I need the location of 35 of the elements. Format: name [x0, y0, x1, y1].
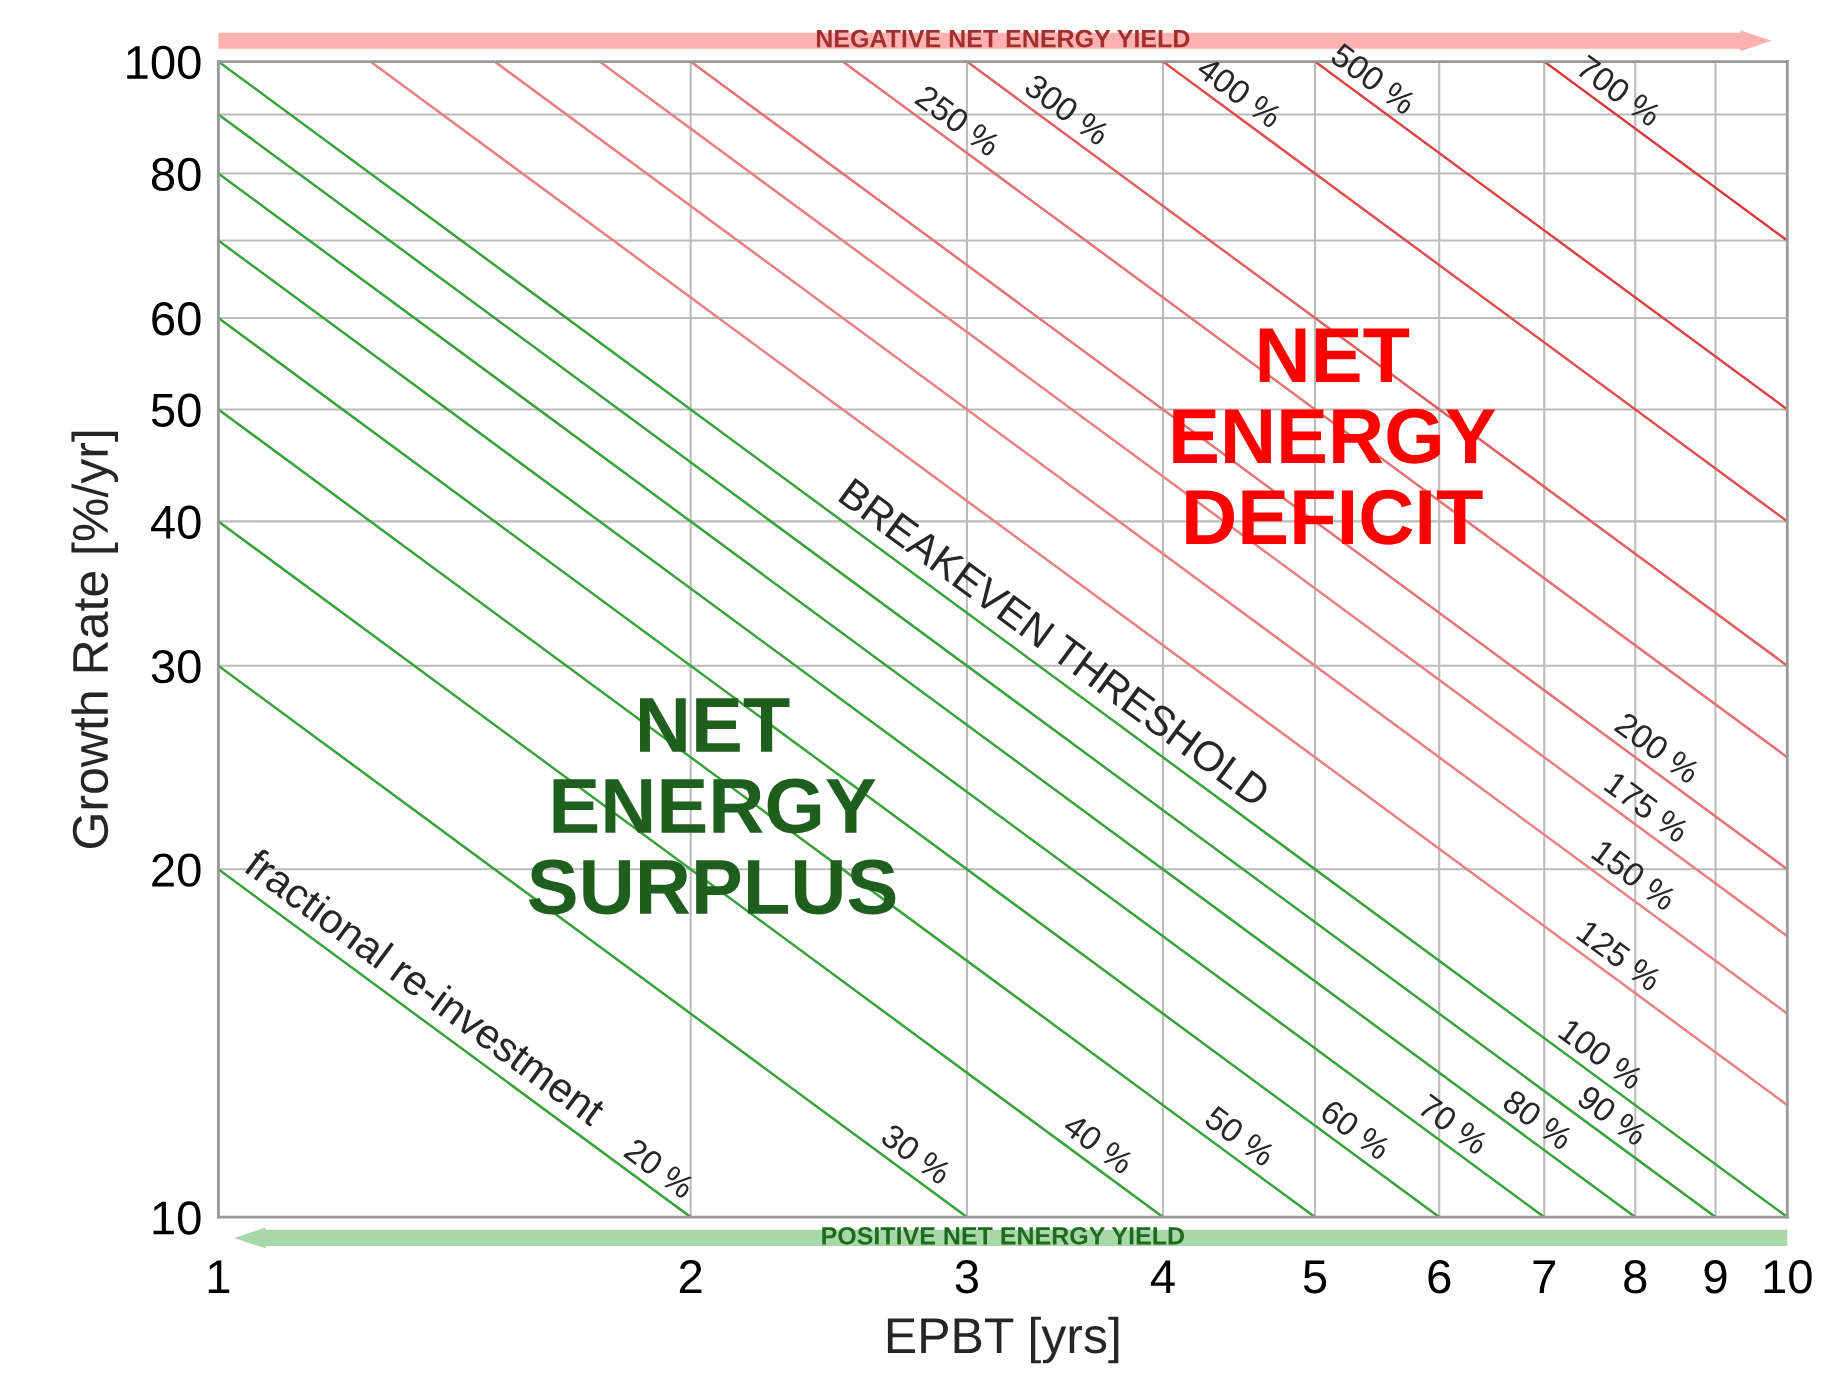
text: NEGATIVE NET ENERGY YIELD — [816, 29, 1190, 48]
x-axis-title: EPBT [yrs] — [887, 1316, 1119, 1364]
text: 40 % — [1061, 1112, 1136, 1176]
y-tick-label: 100 — [127, 45, 201, 80]
x-tick-label: 3 — [955, 1260, 978, 1294]
y-tick-label: 10 — [153, 1201, 201, 1235]
text: 70 % — [1416, 1093, 1490, 1156]
y-axis-title: Growth Rate [%/yr] — [71, 431, 119, 848]
text: 50 % — [1203, 1104, 1277, 1168]
y-tick-label: 60 — [152, 302, 201, 336]
text: 125 % — [1575, 919, 1664, 993]
x-tick-label: 4 — [1150, 1260, 1175, 1294]
y-tick-label: 40 — [150, 505, 201, 539]
x-tick-label: 2 — [679, 1260, 702, 1294]
y-tick-label: 30 — [151, 649, 201, 684]
y-tick-label: 50 — [151, 393, 201, 427]
x-tick-label: 1 — [208, 1260, 230, 1294]
text: 250 % — [914, 83, 1002, 158]
text: 700 % — [1575, 54, 1663, 128]
x-tick-label: 5 — [1303, 1260, 1327, 1294]
text: 500 % — [1329, 42, 1418, 116]
text: 300 % — [1023, 72, 1112, 147]
text: POSITIVE NET ENERGY YIELD — [822, 1226, 1185, 1245]
text: 80 % — [1501, 1088, 1575, 1151]
x-tick-label: 8 — [1624, 1260, 1647, 1294]
text: 30 % — [879, 1122, 953, 1186]
x-tick-label: 6 — [1428, 1260, 1451, 1294]
y-tick-label: 80 — [151, 157, 201, 192]
x-tick-label: 9 — [1704, 1260, 1727, 1294]
text: 400 % — [1195, 55, 1284, 130]
x-tick-label: 7 — [1533, 1260, 1556, 1294]
x-tick-label: 10 — [1764, 1260, 1812, 1294]
text: 20 % — [623, 1137, 696, 1200]
text: 60 % — [1319, 1098, 1393, 1161]
y-tick-label: 20 — [152, 853, 201, 887]
